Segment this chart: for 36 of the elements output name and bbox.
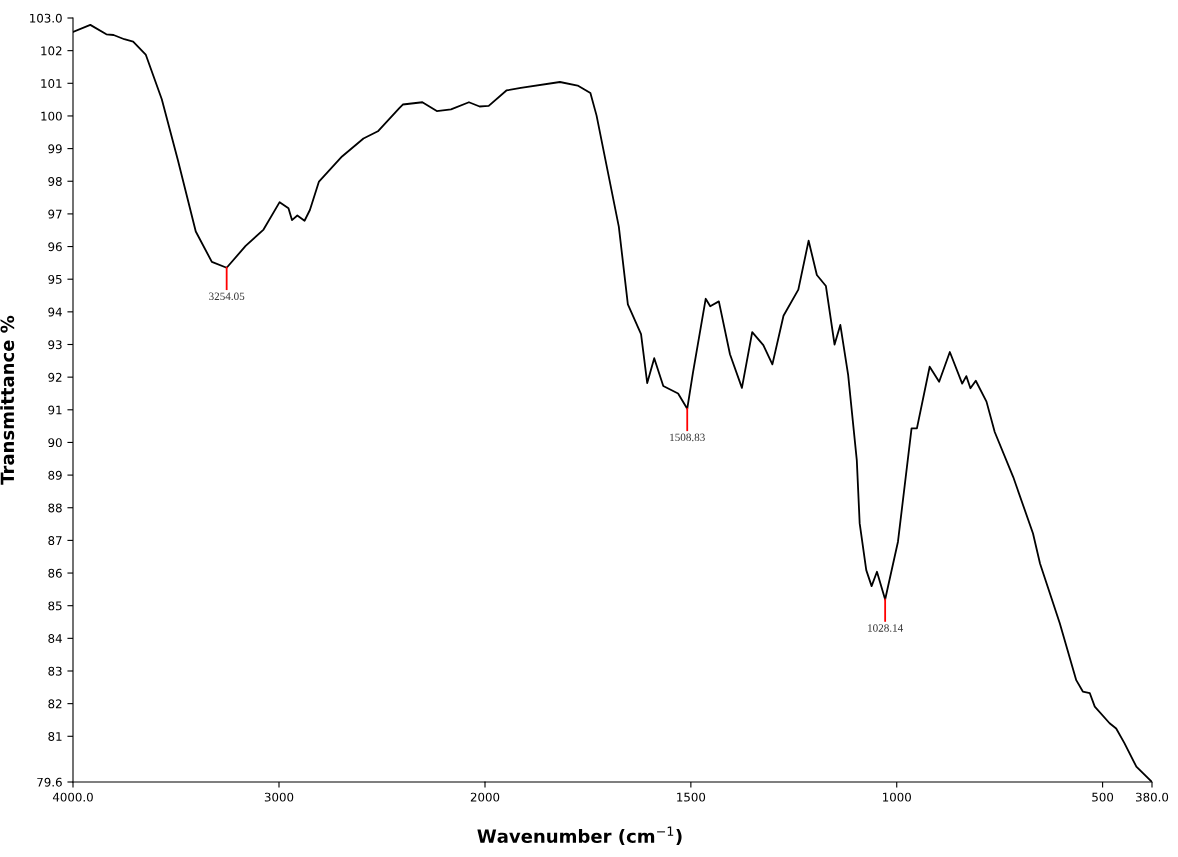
y-tick-label: 90 [48, 438, 62, 448]
y-tick-label: 92 [48, 372, 62, 382]
y-tick-label: 81 [48, 732, 62, 741]
y-tick-label: 88 [48, 503, 62, 513]
y-tick-label: 98 [48, 176, 62, 186]
y-tick-label: 102 [41, 46, 62, 56]
x-tick-label: 1500 [677, 792, 706, 802]
y-tick-label: 89 [48, 470, 62, 480]
y-tick-label: 93 [48, 340, 62, 350]
annotation: 3254.05 [209, 292, 245, 301]
x-tick-label: 3000 [264, 792, 294, 802]
y-tick-label: 91 [48, 405, 62, 415]
x-tick-label: 2000 [470, 792, 500, 802]
x-tick-label: 1000 [883, 792, 911, 802]
y-tick-label: 82 [48, 699, 62, 709]
annotation: 1028.14 [868, 624, 904, 632]
y-tick-label: 96 [48, 242, 62, 252]
annotation: 1508.83 [670, 433, 705, 442]
y-tick-label: 83 [48, 666, 62, 676]
y-tick-label: 87 [48, 536, 62, 546]
x-tick-label: 500 [1092, 792, 1114, 802]
y-tick-label: 100 [41, 111, 62, 121]
y-tick-label: 79.6 [37, 777, 62, 787]
y-axis-title: Transmittance % [0, 315, 15, 485]
y-tick-label: 97 [48, 209, 62, 219]
y-tick-label: 95 [48, 274, 62, 284]
x-tick-label: 4000.0 [52, 792, 93, 802]
y-tick-label: 103.0 [30, 13, 62, 23]
y-tick-label: 101 [41, 79, 62, 88]
x-tick-label: 380.0 [1136, 792, 1169, 802]
y-tick-label: 99 [48, 144, 62, 154]
y-tick-label: 86 [48, 568, 62, 578]
y-tick-label: 94 [48, 307, 62, 317]
y-tick-label: 84 [48, 634, 62, 643]
x-axis-title: Wavenumber (cm$^{−1}$) [477, 826, 682, 846]
y-tick-label: 85 [48, 601, 62, 611]
